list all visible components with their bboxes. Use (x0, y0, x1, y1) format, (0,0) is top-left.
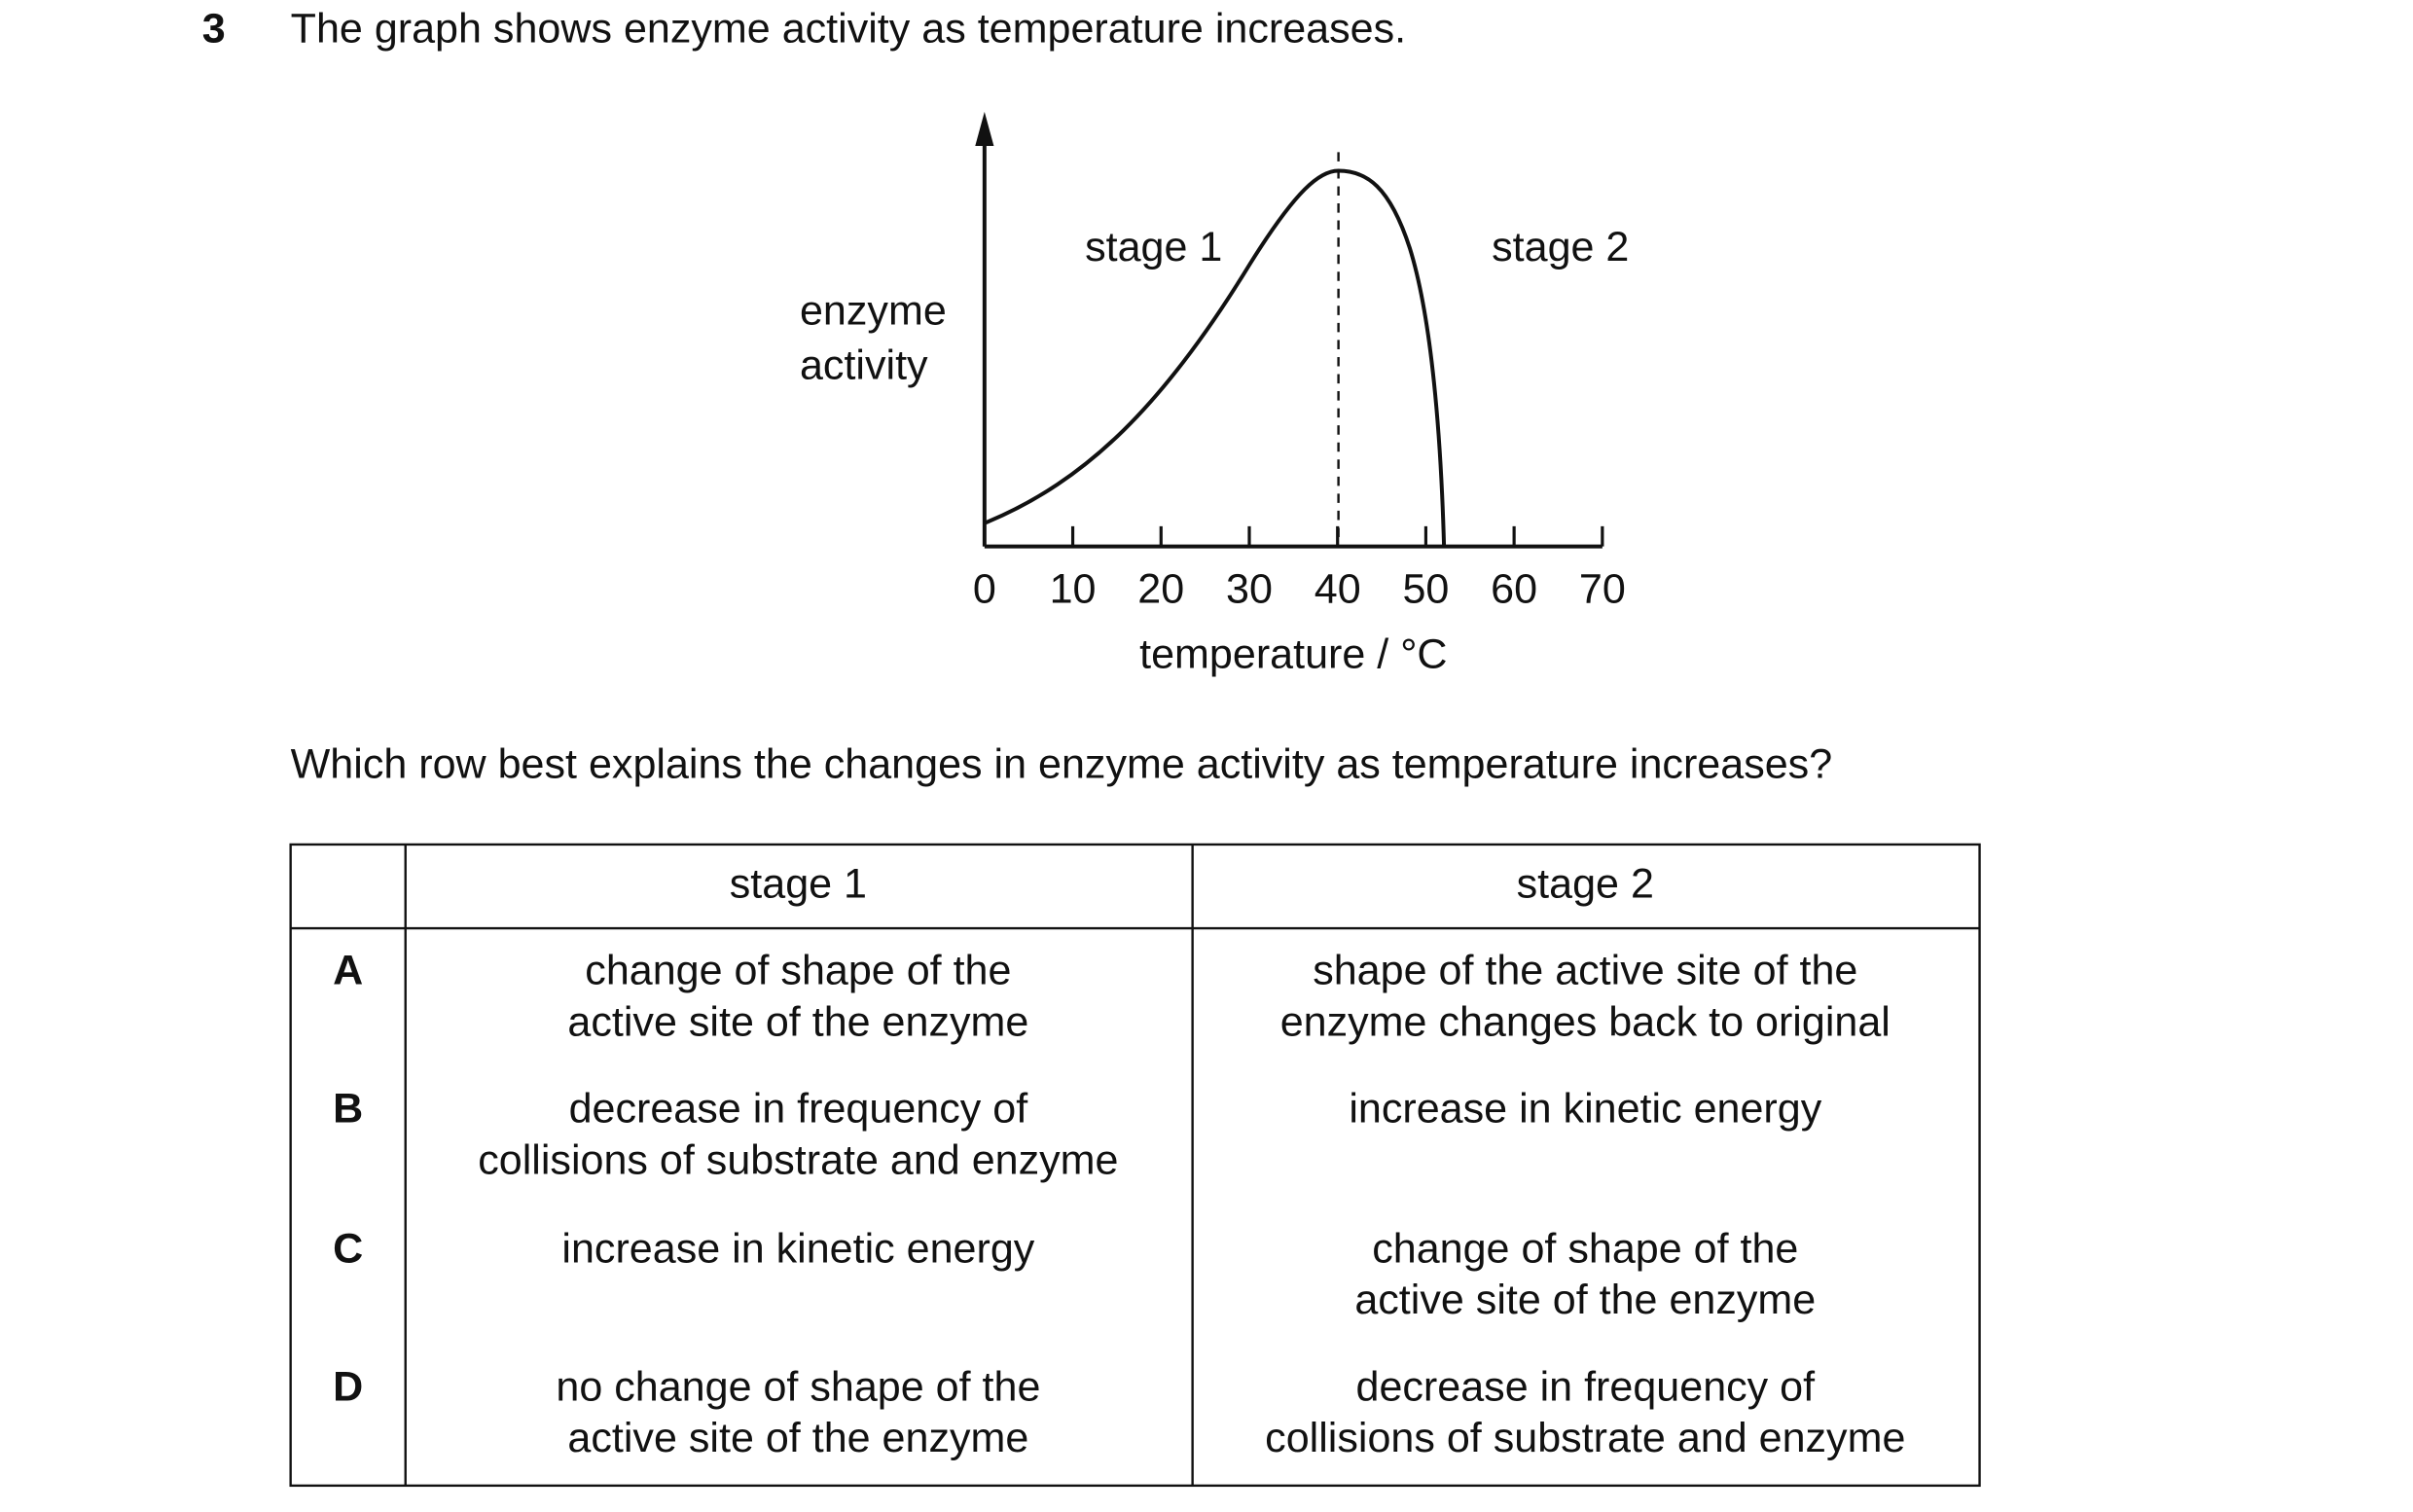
chart: enzyme activity stage 1 stage 2 temperat… (800, 111, 1629, 677)
question-text: The graph shows enzyme activity as tempe… (291, 5, 1406, 52)
y-axis-label: activity (800, 342, 928, 389)
prompt: Which row best explains the changes in e… (291, 741, 1833, 788)
cell-text: change of shape of the (585, 948, 1011, 994)
cell-text: active site of the enzyme (567, 1415, 1028, 1461)
cell-text: increase in kinetic energy (561, 1225, 1034, 1272)
row-letter: A (333, 948, 363, 994)
cell-text: active site of the enzyme (567, 998, 1028, 1045)
y-axis-label: enzyme (800, 288, 947, 335)
annotation: stage 2 (1492, 224, 1629, 270)
x-axis-label: temperature / °C (1139, 630, 1447, 677)
question-number: 3 (202, 5, 226, 52)
cell-text: shape of the active site of the (1313, 948, 1857, 994)
x-tick-label: 40 (1315, 565, 1361, 612)
cell-text: collisions of substrate and enzyme (1265, 1415, 1905, 1461)
row-letter: B (333, 1086, 363, 1133)
cell-text: decrease in frequency of (569, 1086, 1029, 1133)
column-header: stage 2 (1517, 860, 1654, 907)
x-tick-label: 10 (1050, 565, 1097, 612)
annotation: stage 1 (1085, 224, 1222, 270)
cell-text: change of shape of the (1372, 1225, 1798, 1272)
x-tick-label: 60 (1491, 565, 1537, 612)
cell-text: enzyme changes back to original (1280, 998, 1891, 1045)
x-tick-label: 0 (973, 565, 996, 612)
table-text: stage 1 stage 2A change of shape of theact… (333, 860, 1905, 1461)
cell-text: no change of shape of the (556, 1363, 1040, 1410)
x-tick-label: 70 (1579, 565, 1626, 612)
y-axis-arrow (975, 111, 994, 146)
column-header: stage 1 (730, 860, 867, 907)
row-letter: C (333, 1225, 363, 1272)
x-tick-label: 30 (1226, 565, 1273, 612)
cell-text: increase in kinetic energy (1349, 1086, 1821, 1133)
cell-text: decrease in frequency of (1356, 1363, 1817, 1410)
cell-text: active site of the enzyme (1354, 1277, 1816, 1323)
row-letter: D (333, 1363, 363, 1410)
cell-text: collisions of substrate and enzyme (478, 1136, 1118, 1183)
table (289, 843, 1981, 1488)
x-tick-label: 20 (1137, 565, 1184, 612)
x-tick-label: 50 (1402, 565, 1449, 612)
table-border (289, 843, 1981, 1488)
activity-curve (984, 168, 1447, 547)
